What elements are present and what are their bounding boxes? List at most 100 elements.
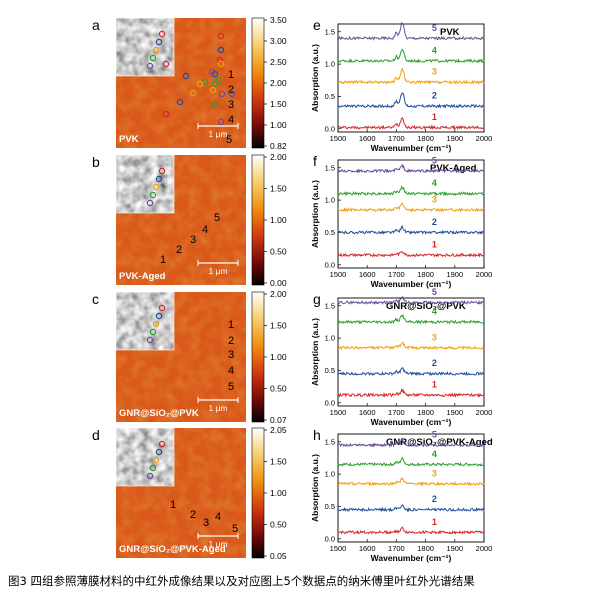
x-tick-label: 1700 bbox=[388, 544, 405, 553]
spectrum-line-5 bbox=[338, 22, 485, 41]
x-tick-label: 1500 bbox=[330, 408, 347, 417]
spectrum-line-3 bbox=[337, 67, 485, 85]
series-label: 2 bbox=[432, 217, 437, 227]
inset-point-marker bbox=[146, 199, 154, 207]
spectrum-line-2 bbox=[337, 92, 485, 109]
spectrum-chart-g: g GNR@SiO₂@PVK 1500 1600 1700 1800 1900 2000 0.0… bbox=[310, 287, 492, 427]
measure-point-marker bbox=[176, 98, 184, 106]
y-tick-label: 1.0 bbox=[325, 196, 335, 205]
x-tick-label: 1800 bbox=[417, 270, 434, 279]
inset-border bbox=[115, 17, 175, 77]
colorbar-tick-label: 2.00 bbox=[270, 152, 287, 162]
y-tick-label: 0.5 bbox=[325, 92, 335, 101]
measure-point-label: 4 bbox=[215, 511, 221, 523]
y-tick-label: 1.0 bbox=[325, 60, 335, 69]
y-tick-label: 1.5 bbox=[325, 163, 335, 172]
measure-point-label: 4 bbox=[202, 224, 208, 236]
measure-point-label: 5 bbox=[214, 212, 220, 224]
series-label: 1 bbox=[432, 112, 437, 122]
measure-point-marker bbox=[208, 68, 216, 76]
x-axis-label: Wavenumber (cm⁻¹) bbox=[371, 279, 452, 289]
colorbar bbox=[251, 17, 265, 149]
spectrum-line-2 bbox=[337, 504, 485, 513]
spectrum-line-4 bbox=[337, 48, 485, 64]
y-tick-label: 1.5 bbox=[325, 437, 335, 446]
spectrum-line-4 bbox=[337, 456, 485, 467]
inset-point-marker bbox=[155, 38, 163, 46]
panel-letter: e bbox=[313, 17, 321, 33]
inset-border bbox=[115, 154, 175, 214]
chart-title: GNR@SiO₂@PVK bbox=[386, 301, 466, 312]
x-tick-label: 1600 bbox=[359, 270, 376, 279]
inset-point-marker bbox=[149, 328, 157, 336]
series-label: 3 bbox=[432, 67, 437, 77]
series-label: 5 bbox=[432, 156, 437, 166]
sample-label: PVK bbox=[119, 134, 139, 145]
measure-point-marker bbox=[162, 60, 170, 68]
measure-point-label: 1 bbox=[160, 254, 166, 266]
spectrum-line-5 bbox=[337, 438, 485, 448]
plot-frame bbox=[337, 433, 485, 543]
colorbar-tick-label: 1.00 bbox=[270, 120, 287, 130]
y-tick-label: 0.0 bbox=[325, 534, 335, 543]
chart-title: GNR@SiO₂@PVK-Aged bbox=[386, 437, 493, 448]
inset-point-marker bbox=[158, 304, 166, 312]
spectrum-line-3 bbox=[337, 477, 485, 487]
inset-point-marker bbox=[149, 464, 157, 472]
measure-point-marker bbox=[209, 86, 217, 94]
measure-point-label: 3 bbox=[228, 349, 234, 361]
panel-letter: d bbox=[92, 427, 100, 443]
measure-point-marker bbox=[162, 110, 170, 118]
measure-point-marker bbox=[216, 56, 224, 64]
x-tick-label: 1900 bbox=[446, 270, 463, 279]
scale-bar-label: 1 μm bbox=[208, 129, 227, 139]
plot-frame bbox=[337, 23, 485, 133]
y-axis-label: Absorption (a.u.) bbox=[310, 44, 320, 112]
spectrum-chart-e: e PVK 1500 1600 1700 1800 1900 2000 0.0 0.5 1.0 1.5… bbox=[310, 17, 492, 153]
inset-point-marker bbox=[152, 320, 160, 328]
y-tick-label: 1.5 bbox=[325, 27, 335, 36]
scale-bar-label: 1 μm bbox=[208, 403, 227, 413]
measure-point-marker bbox=[217, 60, 225, 68]
series-label: 2 bbox=[432, 494, 437, 504]
measure-point-marker bbox=[215, 76, 223, 84]
panel-letter: g bbox=[313, 291, 321, 307]
topography-inset bbox=[116, 292, 174, 350]
measure-point-label: 2 bbox=[228, 335, 234, 347]
x-axis-label: Wavenumber (cm⁻¹) bbox=[371, 143, 452, 153]
panel-letter: c bbox=[92, 291, 99, 307]
inset-point-marker bbox=[152, 46, 160, 54]
panel-letter: h bbox=[313, 427, 321, 443]
x-tick-label: 1700 bbox=[388, 270, 405, 279]
series-label: 2 bbox=[432, 91, 437, 101]
plot-frame bbox=[337, 159, 485, 269]
spectrum-line-3 bbox=[337, 202, 485, 213]
scale-bar-label: 1 μm bbox=[208, 266, 227, 276]
x-tick-label: 2000 bbox=[476, 408, 493, 417]
colorbar-tick-label: 2.00 bbox=[270, 289, 287, 299]
colorbar-tick-label: 0.05 bbox=[270, 551, 287, 561]
spectrum-line-1 bbox=[337, 526, 485, 535]
measure-point-label: 5 bbox=[232, 523, 238, 535]
x-tick-label: 1500 bbox=[330, 544, 347, 553]
x-tick-label: 1700 bbox=[388, 408, 405, 417]
colorbar-tick-label: 1.50 bbox=[270, 321, 287, 331]
spectrum-line-4 bbox=[337, 313, 485, 325]
colorbar-tick-label: 2.50 bbox=[270, 57, 287, 67]
inset-point-marker bbox=[158, 440, 166, 448]
topography-inset bbox=[116, 428, 174, 486]
chart-title: PVK bbox=[440, 27, 460, 38]
series-label: 1 bbox=[432, 517, 437, 527]
measure-point-marker bbox=[196, 80, 204, 88]
inset-point-marker bbox=[155, 175, 163, 183]
colorbar-tick-label: 2.05 bbox=[270, 425, 287, 435]
scale-bar-label: 1 μm bbox=[208, 539, 227, 549]
measure-point-label: 3 bbox=[203, 517, 209, 529]
measure-point-label: 5 bbox=[226, 134, 232, 146]
x-tick-label: 1800 bbox=[417, 134, 434, 143]
measure-point-marker bbox=[217, 46, 225, 54]
series-label: 3 bbox=[432, 194, 437, 204]
x-axis-label: Wavenumber (cm⁻¹) bbox=[371, 417, 452, 427]
